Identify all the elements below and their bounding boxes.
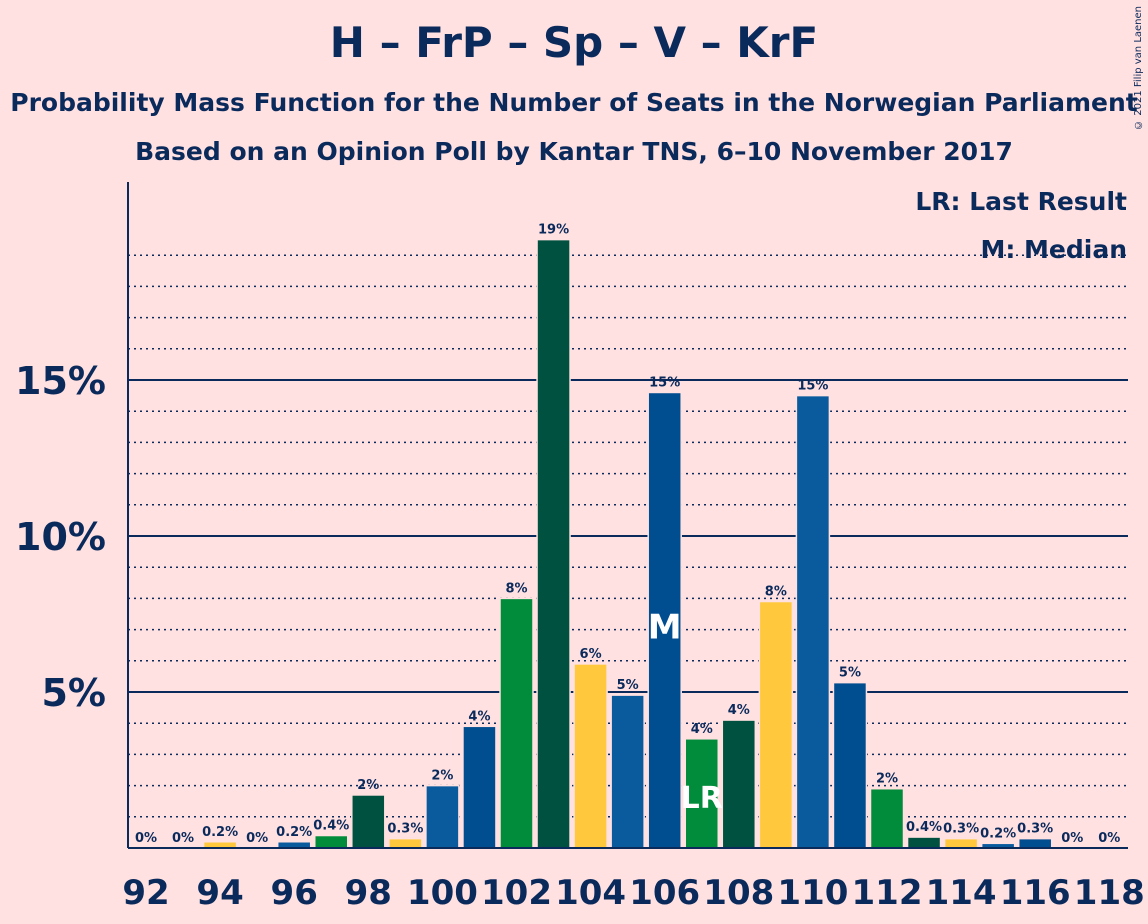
data-label: 0% [172, 831, 194, 846]
legend-median: M: Median [980, 235, 1127, 264]
bar [758, 600, 794, 849]
data-label: 0.2% [980, 826, 1016, 841]
data-label: 4% [468, 709, 490, 724]
data-label: 5% [617, 678, 639, 693]
data-label: 2% [876, 772, 898, 787]
data-label: 0% [246, 831, 268, 846]
chart-title: H – FrP – Sp – V – KrF [329, 18, 819, 67]
bar [351, 794, 386, 849]
data-label: 2% [431, 769, 453, 784]
x-tick-label: 114 [926, 873, 997, 913]
bar [684, 738, 719, 849]
chart-subtitle-poll: Based on an Opinion Poll by Kantar TNS, … [135, 137, 1013, 166]
data-label: 0.3% [943, 822, 979, 837]
data-label: 0.3% [387, 822, 423, 837]
x-tick-label: 94 [196, 873, 243, 913]
bar [536, 238, 571, 849]
bar [943, 837, 979, 849]
data-label: 6% [580, 647, 602, 662]
x-tick-label: 100 [407, 873, 478, 913]
bar [721, 719, 757, 849]
data-label: 8% [765, 585, 787, 600]
x-tick-label: 110 [777, 873, 848, 913]
y-tick-label: 15% [15, 359, 106, 403]
x-tick-label: 96 [271, 873, 318, 913]
bar [499, 597, 534, 849]
data-label: 4% [691, 722, 713, 737]
data-label: 4% [728, 703, 750, 718]
data-label: 0.4% [313, 819, 349, 834]
data-label: 0.2% [276, 825, 312, 840]
bar [869, 787, 905, 849]
data-label: 0% [1061, 831, 1083, 846]
data-label: 15% [797, 379, 828, 394]
bar [906, 836, 942, 849]
x-tick-label: 118 [1074, 873, 1145, 913]
bar [388, 837, 423, 849]
bar [1017, 837, 1053, 849]
x-tick-label: 116 [1000, 873, 1071, 913]
chart-subtitle: Probability Mass Function for the Number… [10, 88, 1138, 117]
bar [462, 725, 497, 849]
x-tick-label: 98 [345, 873, 392, 913]
data-label: 0.4% [906, 820, 942, 835]
data-label: 5% [839, 666, 861, 681]
bar [425, 784, 460, 849]
legend-last-result: LR: Last Result [915, 187, 1127, 216]
data-label: 2% [357, 778, 379, 793]
data-label: 0% [1098, 831, 1120, 846]
x-tick-label: 112 [852, 873, 923, 913]
bar [795, 394, 831, 849]
data-label: 0.3% [1017, 822, 1053, 837]
x-tick-label: 92 [122, 873, 169, 913]
x-tick-label: 104 [555, 873, 626, 913]
y-tick-label: 5% [41, 671, 106, 715]
data-label: 15% [649, 375, 680, 390]
data-label: 0.2% [202, 825, 238, 840]
median-marker: M [648, 607, 682, 647]
last-result-marker: LR [681, 781, 723, 816]
bar [573, 663, 608, 849]
x-tick-label: 106 [629, 873, 700, 913]
x-tick-label: 108 [703, 873, 774, 913]
x-tick-label: 102 [481, 873, 552, 913]
data-label: 8% [505, 581, 527, 596]
bar [832, 681, 868, 849]
data-label: 0% [135, 831, 157, 846]
data-label: 19% [538, 223, 569, 238]
bar [314, 834, 349, 849]
y-tick-label: 10% [15, 515, 106, 559]
bar [610, 694, 645, 849]
